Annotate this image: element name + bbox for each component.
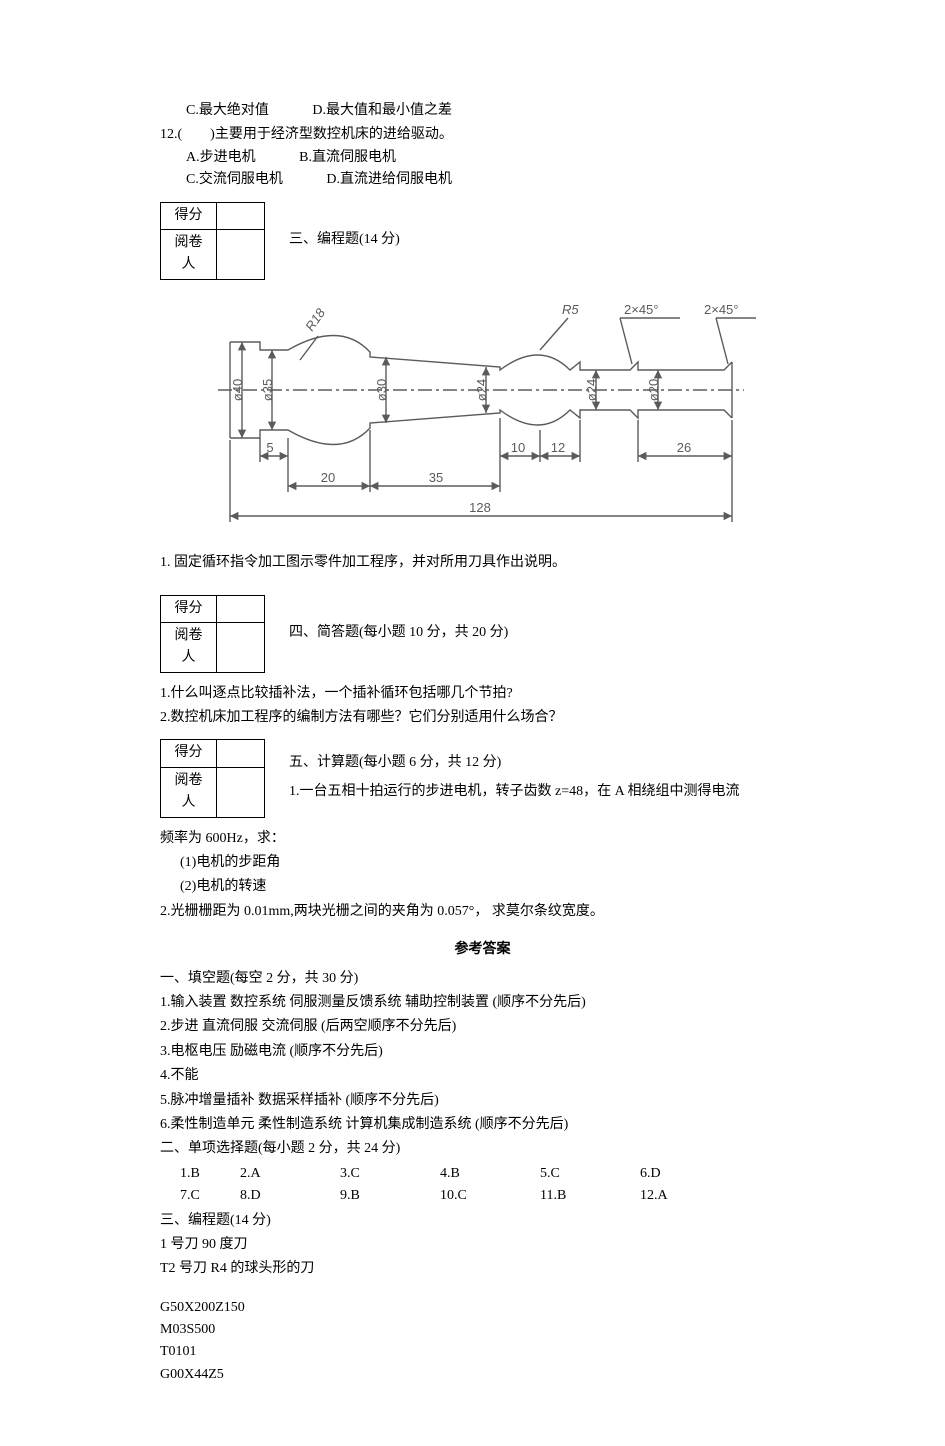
s5-q1b: 频率为 600Hz，求： bbox=[160, 828, 805, 850]
dim-d35: ø35 bbox=[260, 379, 275, 401]
dim-l20: 20 bbox=[321, 470, 335, 485]
dim-chamfer1: 2×45° bbox=[624, 302, 658, 317]
ans-3c: 3.C bbox=[340, 1163, 440, 1185]
q11-options-cd: C.最大绝对值 D.最大值和最小值之差 bbox=[186, 100, 805, 122]
dim-l35: 35 bbox=[429, 470, 443, 485]
dim-d30: ø30 bbox=[374, 379, 389, 401]
s5-q2: 2.光栅栅距为 0.01mm,两块光栅之间的夹角为 0.057°， 求莫尔条纹宽… bbox=[160, 901, 805, 923]
ans-s1-6: 6.柔性制造单元 柔性制造系统 计算机集成制造系统 (顺序不分先后) bbox=[160, 1114, 805, 1136]
ans-4b: 4.B bbox=[440, 1163, 540, 1185]
s3-q1: 1. 固定循环指令加工图示零件加工程序，并对所用刀具作出说明。 bbox=[160, 552, 805, 574]
section5-header: 得分 阅卷人 五、计算题(每小题 6 分，共 12 分) 1.一台五相十拍运行的… bbox=[160, 739, 805, 817]
dim-l12: 12 bbox=[551, 440, 565, 455]
ans-s1-4: 4.不能 bbox=[160, 1065, 805, 1087]
dim-l10: 10 bbox=[511, 440, 525, 455]
section4-header: 得分 阅卷人 四、简答题(每小题 10 分，共 20 分) bbox=[160, 595, 805, 673]
q12-num: 12.( bbox=[160, 127, 182, 142]
reviewer-blank bbox=[217, 229, 265, 279]
q12-opt-c: C.交流伺服电机 bbox=[186, 169, 283, 191]
ans-s2-row2: 7.C 8.D 9.B 10.C 11.B 12.A bbox=[160, 1185, 805, 1207]
ans-12a: 12.A bbox=[640, 1185, 740, 1207]
reviewer-label: 阅卷人 bbox=[161, 622, 217, 672]
gcode-2: M03S500 bbox=[160, 1319, 805, 1341]
q12-stem: 12.( )主要用于经济型数控机床的进给驱动。 bbox=[160, 124, 805, 146]
ans-s1-title: 一、填空题(每空 2 分，共 30 分) bbox=[160, 968, 805, 990]
dim-d40: ø40 bbox=[230, 379, 245, 401]
score-table-4: 得分 阅卷人 bbox=[160, 595, 265, 673]
dim-d24b: ø24 bbox=[584, 379, 599, 401]
ans-9b: 9.B bbox=[340, 1185, 440, 1207]
score-label: 得分 bbox=[161, 202, 217, 229]
ans-2a: 2.A bbox=[240, 1163, 340, 1185]
ans-s1-3: 3.电枢电压 励磁电流 (顺序不分先后) bbox=[160, 1041, 805, 1063]
answers-title: 参考答案 bbox=[160, 939, 805, 961]
ans-s2-title: 二、单项选择题(每小题 2 分，共 24 分) bbox=[160, 1138, 805, 1160]
s5-q1c: (1)电机的步距角 bbox=[180, 852, 805, 874]
ans-s1-5: 5.脉冲增量插补 数据采样插补 (顺序不分先后) bbox=[160, 1090, 805, 1112]
ans-s2-row1: 1.B 2.A 3.C 4.B 5.C 6.D bbox=[160, 1163, 805, 1185]
reviewer-label: 阅卷人 bbox=[161, 229, 217, 279]
score-table-3: 得分 阅卷人 bbox=[160, 202, 265, 280]
q12-opt-b: B.直流伺服电机 bbox=[299, 147, 396, 169]
ans-s3-title: 三、编程题(14 分) bbox=[160, 1210, 805, 1232]
s5-q1a: 1.一台五相十拍运行的步进电机，转子齿数 z=48，在 A 相绕组中测得电流 bbox=[289, 781, 739, 803]
ans-s3-1: 1 号刀 90 度刀 bbox=[160, 1234, 805, 1256]
ans-7c: 7.C bbox=[180, 1185, 240, 1207]
score-label: 得分 bbox=[161, 740, 217, 767]
section3-header: 得分 阅卷人 三、编程题(14 分) bbox=[160, 202, 805, 280]
score-blank bbox=[217, 202, 265, 229]
ans-8d: 8.D bbox=[240, 1185, 340, 1207]
ans-s3-2: T2 号刀 R4 的球头形的刀 bbox=[160, 1258, 805, 1280]
dim-d20: ø20 bbox=[646, 379, 661, 401]
q12-opt-d: D.直流进给伺服电机 bbox=[326, 169, 452, 191]
q11-opt-c: C.最大绝对值 bbox=[186, 100, 269, 122]
dim-d24a: ø24 bbox=[474, 379, 489, 401]
dim-r5: R5 bbox=[562, 302, 579, 317]
gcode-3: T0101 bbox=[160, 1341, 805, 1363]
dim-chamfer2: 2×45° bbox=[704, 302, 738, 317]
dim-l128: 128 bbox=[469, 500, 491, 515]
s4-q1: 1.什么叫逐点比较插补法，一个插补循环包括哪几个节拍? bbox=[160, 683, 805, 705]
ans-5c: 5.C bbox=[540, 1163, 640, 1185]
q12-options-ab: A.步进电机 B.直流伺服电机 bbox=[186, 147, 805, 169]
dim-l5: 5 bbox=[266, 440, 273, 455]
ans-1b: 1.B bbox=[180, 1163, 240, 1185]
section3-title: 三、编程题(14 分) bbox=[289, 229, 400, 251]
ans-s1-1: 1.输入装置 数控系统 伺服测量反馈系统 辅助控制装置 (顺序不分先后) bbox=[160, 992, 805, 1014]
q11-opt-d: D.最大值和最小值之差 bbox=[312, 100, 452, 122]
gcode-1: G50X200Z150 bbox=[160, 1297, 805, 1319]
gcode-4: G00X44Z5 bbox=[160, 1364, 805, 1386]
score-table-5: 得分 阅卷人 bbox=[160, 739, 265, 817]
score-label: 得分 bbox=[161, 595, 217, 622]
section5-title: 五、计算题(每小题 6 分，共 12 分) bbox=[289, 752, 739, 774]
ans-6d: 6.D bbox=[640, 1163, 740, 1185]
dim-l26: 26 bbox=[677, 440, 691, 455]
ans-11b: 11.B bbox=[540, 1185, 640, 1207]
q12-options-cd: C.交流伺服电机 D.直流进给伺服电机 bbox=[186, 169, 805, 191]
dim-r18: R18 bbox=[302, 305, 328, 334]
s4-q2: 2.数控机床加工程序的编制方法有哪些？它们分别适用什么场合？ bbox=[160, 707, 805, 729]
ans-s1-2: 2.步进 直流伺服 交流伺服 (后两空顺序不分先后) bbox=[160, 1016, 805, 1038]
s5-q1d: (2)电机的转速 bbox=[180, 876, 805, 898]
ans-10c: 10.C bbox=[440, 1185, 540, 1207]
part-diagram: ø40 ø35 ø30 ø24 ø24 ø20 R18 R5 2×45° 2×4… bbox=[200, 290, 805, 548]
q12-stem-text: )主要用于经济型数控机床的进给驱动。 bbox=[210, 127, 453, 142]
section4-title: 四、简答题(每小题 10 分，共 20 分) bbox=[289, 622, 508, 644]
q12-opt-a: A.步进电机 bbox=[186, 147, 256, 169]
reviewer-label: 阅卷人 bbox=[161, 767, 217, 817]
